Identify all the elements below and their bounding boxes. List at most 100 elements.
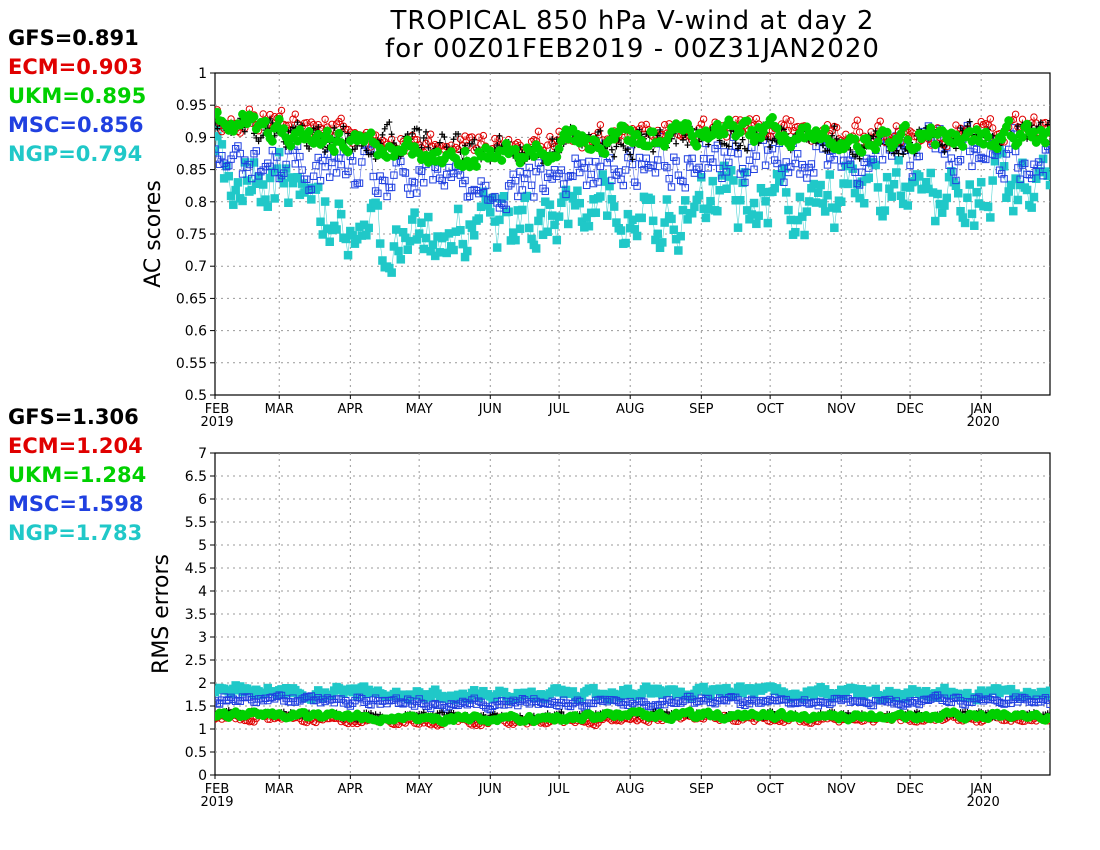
point-ecm	[660, 121, 669, 129]
point-msc	[520, 174, 529, 183]
point-ukm	[552, 152, 562, 162]
point-gfs	[679, 137, 686, 144]
point-ngp	[988, 176, 997, 185]
x-tick-label: JAN	[969, 782, 992, 797]
point-ngp	[621, 238, 630, 248]
point-ukm	[1018, 132, 1027, 142]
point-ngp	[525, 223, 534, 233]
point-ngp	[554, 212, 564, 221]
point-ukm	[267, 136, 277, 146]
point-gfs	[468, 140, 475, 147]
point-ukm	[329, 147, 339, 157]
point-msc	[651, 169, 660, 177]
point-msc	[518, 186, 527, 194]
point-ukm	[460, 146, 470, 156]
point-ngp	[531, 244, 541, 253]
point-ukm	[901, 120, 910, 130]
point-ngp	[1009, 206, 1018, 216]
point-gfs	[255, 138, 262, 145]
point-ngp	[1011, 174, 1020, 183]
point-gfs	[657, 126, 664, 133]
point-ecm	[1011, 110, 1020, 118]
point-msc	[869, 701, 878, 710]
point-gfs	[1014, 123, 1021, 130]
point-ngp	[320, 197, 330, 206]
point-ecm	[906, 127, 914, 135]
point-ngp	[362, 231, 371, 240]
point-ukm	[554, 144, 564, 154]
point-msc	[475, 697, 483, 705]
point-msc	[796, 170, 804, 178]
point-msc	[325, 173, 334, 181]
point-ngp	[421, 233, 431, 243]
point-ukm	[992, 144, 1002, 154]
point-msc	[332, 169, 341, 177]
point-ngp	[332, 225, 341, 234]
point-msc	[952, 176, 960, 185]
point-ngp	[458, 239, 467, 249]
point-msc	[498, 199, 506, 208]
point-ukm	[1040, 138, 1050, 148]
point-gfs	[939, 142, 946, 149]
point-msc	[433, 165, 442, 173]
point-ukm	[366, 128, 376, 138]
point-msc	[855, 181, 864, 189]
point-ukm	[1022, 119, 1032, 129]
point-ngp	[536, 208, 545, 218]
point-gfs	[416, 126, 423, 133]
point-ngp	[963, 193, 972, 202]
series-line-msc	[215, 124, 1050, 211]
point-ngp	[882, 172, 892, 182]
point-msc	[908, 173, 917, 181]
point-msc	[642, 154, 650, 162]
point-gfs	[744, 147, 751, 154]
point-ngp	[410, 208, 419, 217]
point-gfs	[897, 142, 904, 149]
point-msc	[732, 693, 740, 701]
point-msc	[839, 156, 848, 165]
y-tick-label: 3.5	[185, 607, 207, 623]
point-ngp	[752, 219, 761, 229]
stat-ecm: ECM=0.903	[8, 55, 143, 79]
stat-gfs: GFS=1.306	[8, 405, 139, 429]
point-msc	[257, 167, 265, 176]
point-ecm	[426, 130, 435, 138]
point-msc	[844, 156, 852, 164]
point-msc	[681, 184, 689, 192]
x-tick-label: JAN	[969, 402, 992, 417]
point-msc	[807, 160, 816, 168]
y-tick-label: 0.65	[176, 291, 207, 307]
point-msc	[241, 156, 249, 164]
point-ngp	[623, 209, 633, 219]
point-ecm	[332, 120, 341, 128]
point-msc	[596, 162, 605, 171]
point-msc	[573, 160, 582, 168]
point-ukm	[497, 155, 507, 165]
point-ngp	[564, 219, 573, 229]
point-ukm	[692, 141, 702, 151]
point-msc	[1018, 161, 1027, 169]
point-ngp	[518, 205, 527, 215]
point-msc	[417, 167, 426, 176]
point-msc	[968, 162, 976, 171]
point-msc	[1000, 175, 1008, 183]
point-msc	[780, 178, 788, 186]
point-msc	[403, 695, 412, 703]
point-msc	[640, 165, 648, 174]
point-msc	[266, 162, 274, 171]
y-tick-label: 7	[198, 446, 207, 462]
point-ngp	[816, 180, 825, 190]
point-msc	[1039, 172, 1047, 180]
point-ukm	[334, 128, 344, 138]
point-ukm	[958, 141, 968, 151]
point-msc	[970, 144, 978, 153]
point-msc	[947, 698, 956, 706]
point-ecm	[832, 123, 841, 132]
point-msc	[979, 154, 988, 163]
stat-ukm: UKM=0.895	[8, 84, 147, 108]
point-ngp	[375, 239, 385, 248]
point-gfs	[624, 146, 631, 153]
point-msc	[954, 157, 962, 166]
point-msc	[571, 154, 579, 162]
